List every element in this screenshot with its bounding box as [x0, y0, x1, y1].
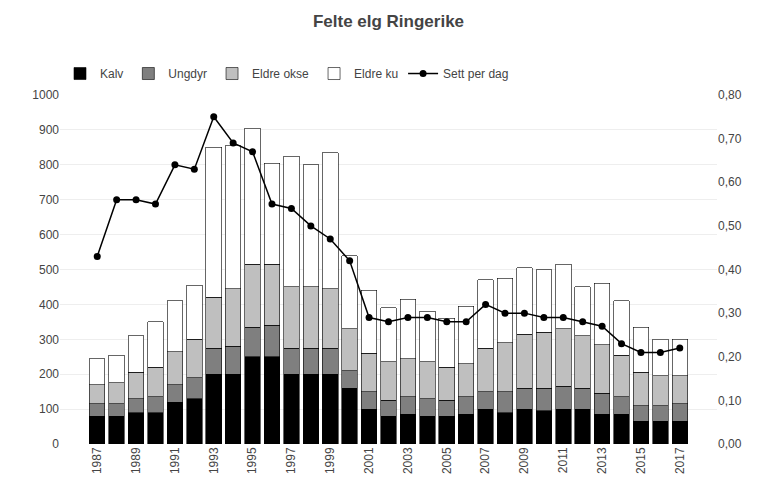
svg-text:1999: 1999 — [323, 447, 337, 474]
svg-text:1987: 1987 — [90, 447, 104, 474]
svg-text:0: 0 — [52, 437, 59, 451]
svg-text:0,60: 0,60 — [718, 175, 742, 189]
svg-text:Sett per dag: Sett per dag — [443, 67, 508, 81]
svg-text:600: 600 — [39, 228, 59, 242]
svg-text:1991: 1991 — [168, 447, 182, 474]
svg-text:2009: 2009 — [517, 447, 531, 474]
svg-text:2013: 2013 — [595, 447, 609, 474]
svg-text:400: 400 — [39, 298, 59, 312]
svg-text:800: 800 — [39, 158, 59, 172]
svg-text:0,00: 0,00 — [718, 437, 742, 451]
svg-text:1995: 1995 — [245, 447, 259, 474]
svg-text:2017: 2017 — [673, 447, 687, 474]
svg-text:2001: 2001 — [362, 447, 376, 474]
svg-text:2011: 2011 — [556, 447, 570, 473]
svg-text:2005: 2005 — [440, 447, 454, 474]
svg-text:0,70: 0,70 — [718, 132, 742, 146]
svg-text:1993: 1993 — [207, 447, 221, 474]
svg-text:0,10: 0,10 — [718, 394, 742, 408]
svg-text:Felte elg Ringerike: Felte elg Ringerike — [313, 12, 464, 31]
svg-text:0,40: 0,40 — [718, 263, 742, 277]
svg-text:Ungdyr: Ungdyr — [168, 67, 207, 81]
svg-text:1997: 1997 — [284, 447, 298, 474]
svg-text:500: 500 — [39, 263, 59, 277]
svg-text:Eldre ku: Eldre ku — [354, 67, 398, 81]
svg-text:0,80: 0,80 — [718, 88, 742, 102]
svg-text:300: 300 — [39, 333, 59, 347]
svg-text:900: 900 — [39, 123, 59, 137]
svg-text:1000: 1000 — [32, 88, 59, 102]
svg-text:Eldre okse: Eldre okse — [252, 67, 309, 81]
svg-text:Kalv: Kalv — [100, 67, 123, 81]
svg-text:100: 100 — [39, 402, 59, 416]
svg-text:2003: 2003 — [401, 447, 415, 474]
svg-text:2015: 2015 — [634, 447, 648, 474]
svg-text:700: 700 — [39, 193, 59, 207]
svg-text:200: 200 — [39, 367, 59, 381]
svg-text:2007: 2007 — [478, 447, 492, 474]
svg-text:1989: 1989 — [129, 447, 143, 474]
svg-text:0,50: 0,50 — [718, 219, 742, 233]
svg-text:0,30: 0,30 — [718, 306, 742, 320]
svg-text:0,20: 0,20 — [718, 350, 742, 364]
